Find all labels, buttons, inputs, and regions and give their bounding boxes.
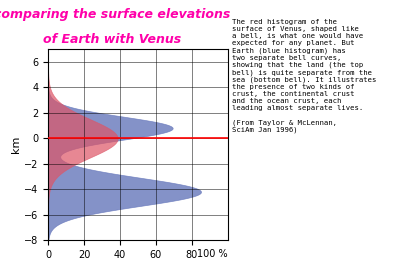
Text: comparing the surface elevations: comparing the surface elevations: [0, 8, 230, 21]
Y-axis label: km: km: [11, 136, 21, 153]
Text: of Earth with Venus: of Earth with Venus: [43, 33, 181, 46]
Text: The red histogram of the
surface of Venus, shaped like
a bell, is what one would: The red histogram of the surface of Venu…: [232, 19, 376, 133]
Text: 100 %: 100 %: [197, 249, 228, 259]
